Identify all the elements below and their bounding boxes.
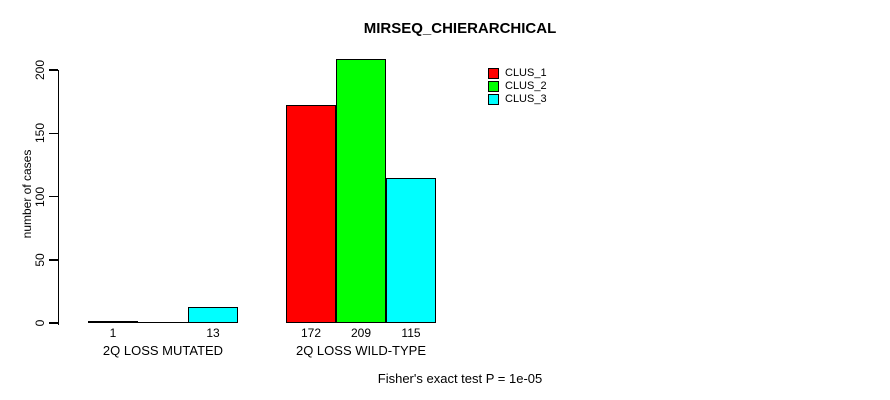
category-label: 2Q LOSS MUTATED xyxy=(102,343,224,358)
bar-value-label: 172 xyxy=(300,326,322,340)
bar-value-label: 115 xyxy=(401,326,421,340)
legend-swatch-icon xyxy=(488,68,499,79)
y-axis-tick-label: 0 xyxy=(33,319,47,327)
y-axis-tick-label: 50 xyxy=(33,253,47,267)
legend-swatch-icon xyxy=(488,81,499,92)
y-axis-tick-label: 100 xyxy=(33,186,47,207)
legend-item-clus_3: CLUS_3 xyxy=(488,93,547,106)
statistical-test-annotation: Fisher's exact test P = 1e-05 xyxy=(377,371,543,386)
y-axis-line xyxy=(57,70,59,325)
bar-value-label: 209 xyxy=(350,326,372,340)
legend-item-clus_2: CLUS_2 xyxy=(488,80,547,93)
bar-clus_1-group1 xyxy=(286,105,336,323)
legend-label: CLUS_3 xyxy=(505,93,547,105)
y-axis-tick-label: 200 xyxy=(33,59,47,81)
y-axis-tick xyxy=(48,132,58,134)
chart-title: MIRSEQ_CHIERARCHICAL xyxy=(363,20,557,37)
legend-item-clus_1: CLUS_1 xyxy=(488,67,547,80)
legend-label: CLUS_2 xyxy=(505,80,547,92)
bar-clus_2-group1 xyxy=(336,58,386,323)
y-axis-tick xyxy=(48,69,58,71)
category-label: 2Q LOSS WILD-TYPE xyxy=(295,343,427,358)
bar-clus_1-group0 xyxy=(88,321,138,323)
legend-swatch-icon xyxy=(488,94,499,105)
bar-clus_2-group0 xyxy=(138,321,188,323)
y-axis-tick xyxy=(48,195,58,198)
y-axis-tick xyxy=(48,259,58,261)
legend: CLUS_1 CLUS_2 CLUS_3 xyxy=(488,67,547,106)
bar-clus_3-group0 xyxy=(188,306,238,323)
bar-clus_3-group1 xyxy=(386,177,436,323)
bar-value-label: 13 xyxy=(206,326,220,340)
bar-value-label: 1 xyxy=(109,326,117,340)
legend-label: CLUS_1 xyxy=(505,67,547,79)
y-axis-tick-label: 150 xyxy=(33,123,47,144)
y-axis-tick xyxy=(48,322,58,324)
